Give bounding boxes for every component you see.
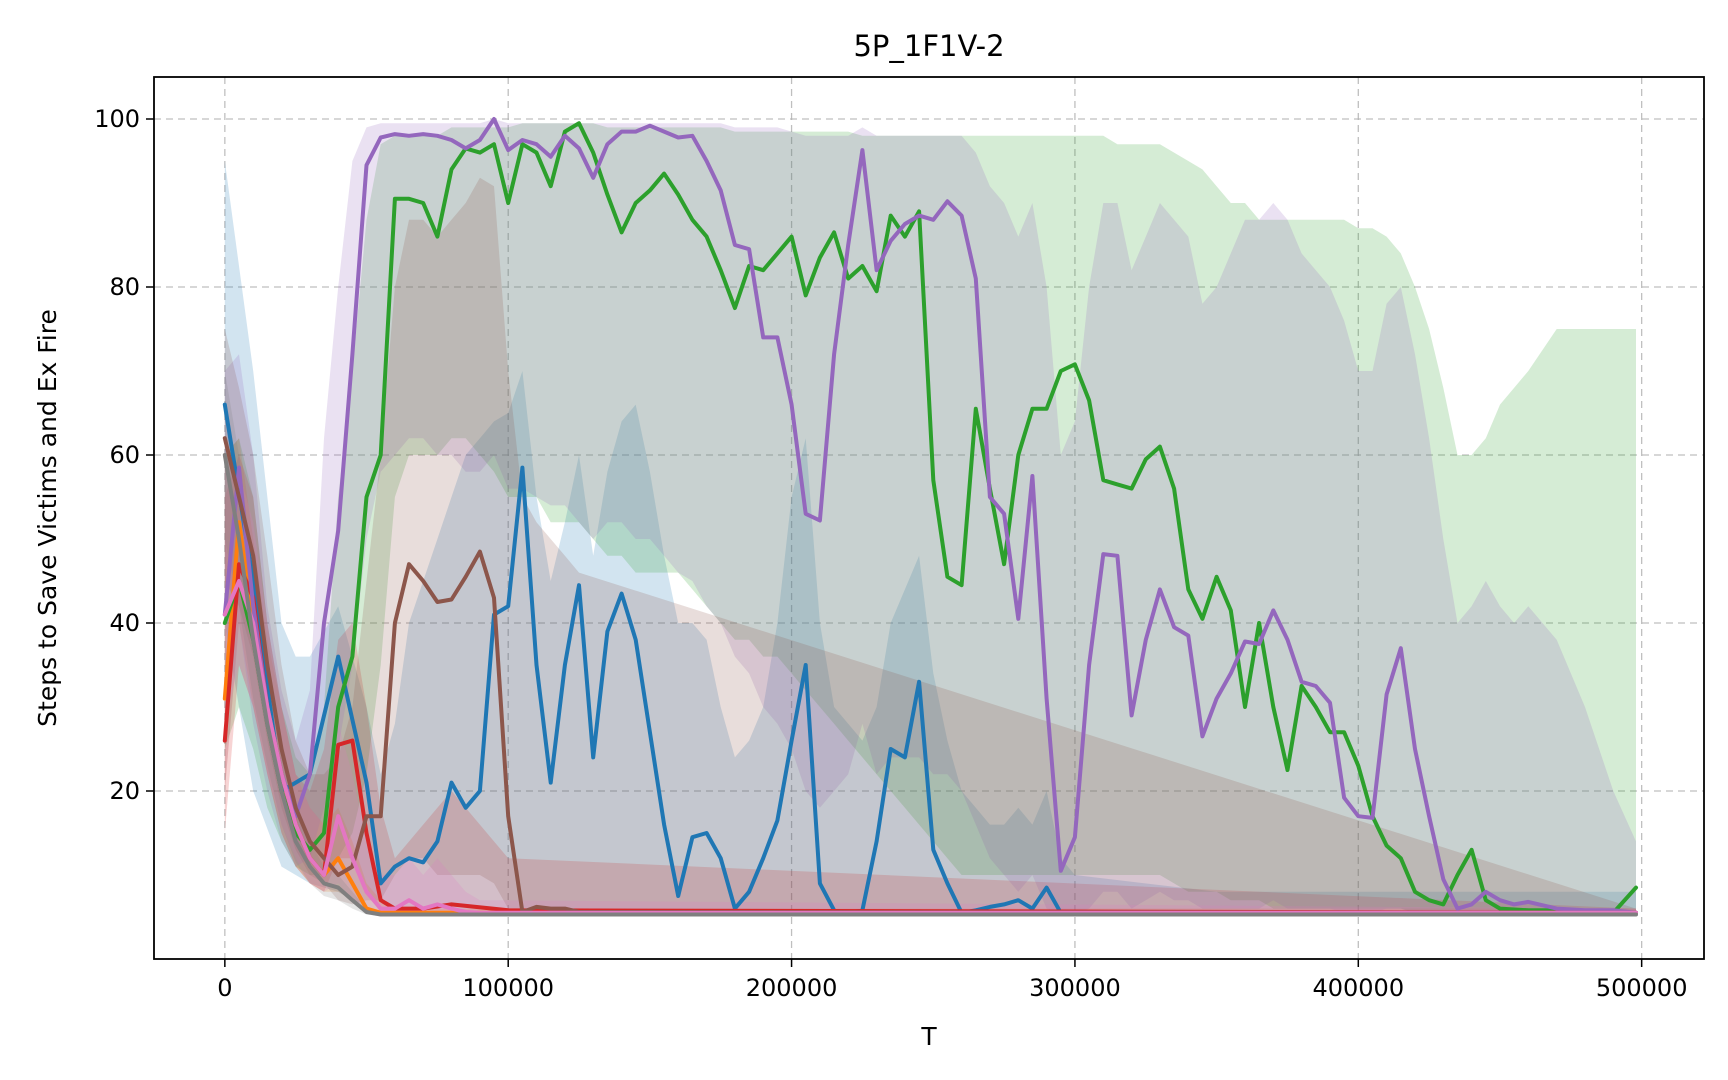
chart-title: 5P_1F1V-2	[853, 29, 1004, 63]
confidence-band	[224, 455, 1636, 916]
series-line	[222, 579, 1638, 915]
x-tick-label: 400000	[1312, 974, 1404, 1002]
y-axis-title: Steps to Save Victims and Ex Fire	[33, 309, 62, 727]
series-line	[222, 121, 1638, 915]
confidence-band	[224, 177, 1636, 916]
y-tick-label: 60	[109, 441, 140, 469]
x-tick-label: 100000	[462, 974, 554, 1002]
x-tick-label: 300000	[1029, 974, 1121, 1002]
series-line	[222, 436, 1638, 915]
series-line	[222, 117, 1638, 915]
x-tick-label: 200000	[746, 974, 838, 1002]
confidence-bands	[224, 119, 1636, 917]
confidence-band	[224, 119, 1636, 913]
confidence-band	[224, 455, 1636, 916]
y-tick-label: 100	[94, 105, 140, 133]
y-axis: 20 40 60 80 100	[94, 105, 154, 805]
x-tick-label: 0	[217, 974, 232, 1002]
series-line	[222, 453, 1638, 917]
x-axis: 0 100000 200000 300000 400000 500000	[217, 959, 1687, 1002]
plot-frame	[153, 76, 1705, 960]
confidence-band	[224, 161, 1636, 913]
x-tick-label: 500000	[1596, 974, 1688, 1002]
confidence-band	[224, 123, 1636, 913]
series-line	[222, 402, 1638, 915]
grid-lines	[154, 77, 1704, 959]
y-tick-label: 20	[109, 777, 140, 805]
y-tick-label: 40	[109, 609, 140, 637]
series-lines	[222, 117, 1638, 917]
y-tick-label: 80	[109, 273, 140, 301]
x-axis-title: T	[920, 1022, 937, 1051]
